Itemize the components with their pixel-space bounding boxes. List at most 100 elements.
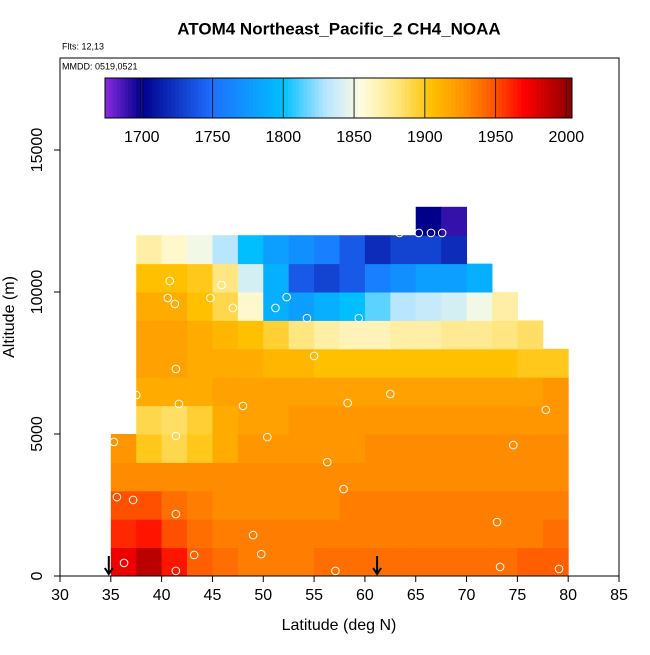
heatmap-cell xyxy=(339,434,366,463)
colorbar-swatch xyxy=(303,78,308,118)
colorbar-swatch xyxy=(159,78,164,118)
colorbar-swatch xyxy=(307,78,312,118)
colorbar-swatch xyxy=(272,78,277,118)
heatmap-cell xyxy=(237,263,264,293)
heatmap-cell xyxy=(212,263,239,293)
colorbar-swatch xyxy=(389,78,394,118)
heatmap-cell xyxy=(263,462,290,492)
heatmap-cell xyxy=(212,348,239,378)
heatmap-cell xyxy=(491,547,518,577)
heatmap-cell xyxy=(339,292,366,321)
heatmap-cell xyxy=(314,462,340,492)
colorbar-swatch xyxy=(494,78,499,118)
colorbar-swatch xyxy=(455,78,460,118)
colorbar-tick-label: 1800 xyxy=(266,129,302,146)
colorbar-swatch xyxy=(529,78,534,118)
heatmap-cell xyxy=(187,377,213,407)
colorbar-swatch xyxy=(357,78,363,118)
heatmap-cell xyxy=(314,235,340,265)
sample-point xyxy=(112,492,122,502)
colorbar-swatch xyxy=(350,78,355,118)
colorbar-swatch xyxy=(509,78,515,118)
sample-point xyxy=(217,280,226,290)
colorbar-swatch xyxy=(556,78,561,118)
heatmap-cell xyxy=(491,462,518,492)
heatmap-cell xyxy=(415,490,442,520)
heatmap-cell xyxy=(364,292,391,321)
heatmap-cell xyxy=(187,462,213,492)
heatmap-cell xyxy=(339,348,366,378)
colorbar-swatch xyxy=(540,78,546,118)
heatmap-cell xyxy=(517,519,544,549)
colorbar-swatch xyxy=(365,78,371,118)
heatmap-cell xyxy=(161,405,188,435)
x-tick-label: 40 xyxy=(153,587,171,604)
annotation: Flts: 12,13 xyxy=(62,41,104,51)
heatmap-cell xyxy=(339,519,366,549)
colorbar-swatch xyxy=(252,78,258,118)
heatmap-cell xyxy=(288,405,315,435)
heatmap-cell xyxy=(237,377,264,407)
colorbar-swatch xyxy=(478,78,483,118)
heatmap-cell xyxy=(187,348,213,378)
colorbar-swatch xyxy=(338,78,343,118)
colorbar-swatch xyxy=(116,78,122,118)
heatmap-cell xyxy=(136,348,163,378)
heatmap-cell xyxy=(339,490,366,520)
heatmap-cell xyxy=(415,263,442,293)
heatmap-cell xyxy=(517,434,544,463)
heatmap-cell xyxy=(542,490,569,520)
colorbar-swatch xyxy=(217,78,223,118)
heatmap-cell xyxy=(314,405,340,435)
heatmap-cell xyxy=(237,462,264,492)
colorbar-swatch xyxy=(443,78,448,118)
colorbar-swatch xyxy=(482,78,487,118)
heatmap-cell xyxy=(237,434,264,463)
heatmap-cell xyxy=(212,235,239,265)
heatmap-cell xyxy=(263,377,290,407)
colorbar-swatch xyxy=(147,78,153,118)
heatmap-cell xyxy=(441,320,468,350)
heatmap-cell xyxy=(415,519,442,549)
heatmap-cell xyxy=(237,292,264,321)
colorbar-swatch xyxy=(463,78,468,118)
heatmap-cell xyxy=(288,490,315,520)
heatmap-cell xyxy=(466,348,493,378)
sample-point xyxy=(386,389,395,399)
arrow-marker xyxy=(372,556,382,576)
heatmap-cell xyxy=(364,462,391,492)
heatmap-cell xyxy=(339,263,366,293)
colorbar-swatch xyxy=(198,78,203,118)
heatmap-cell xyxy=(491,519,518,549)
colorbar-swatch xyxy=(299,78,304,118)
heatmap-cell xyxy=(136,320,163,350)
x-tick-label: 80 xyxy=(559,587,577,604)
heatmap-cell xyxy=(415,292,442,321)
colorbar-swatch xyxy=(548,78,554,118)
x-tick-label: 60 xyxy=(356,587,374,604)
sample-point xyxy=(263,432,272,442)
colorbar-swatch xyxy=(342,78,347,118)
heatmap-cell xyxy=(161,519,188,549)
colorbar-tick-label: 1900 xyxy=(407,129,443,146)
colorbar-swatch xyxy=(178,78,184,118)
heatmap-cell xyxy=(161,320,188,350)
heatmap-cell xyxy=(390,405,417,435)
heatmap-cell xyxy=(237,490,264,520)
chart-title: ATOM4 Northeast_Pacific_2 CH4_NOAA xyxy=(177,19,500,38)
sample-point xyxy=(248,530,258,540)
colorbar-swatch xyxy=(264,78,269,118)
colorbar-swatch xyxy=(186,78,192,118)
sample-point xyxy=(189,550,199,560)
heatmap-cell xyxy=(390,434,417,463)
heatmap-cell xyxy=(542,547,569,577)
heatmap-cell xyxy=(441,377,468,407)
colorbar-swatch xyxy=(400,78,406,118)
heatmap-cell xyxy=(542,434,569,463)
heatmap-cell xyxy=(136,434,163,463)
heatmap-cell xyxy=(542,348,569,378)
colorbar-swatch xyxy=(105,78,110,118)
y-tick-label: 10000 xyxy=(29,270,46,315)
heatmap-cell xyxy=(136,490,163,520)
heatmap-cell xyxy=(364,434,391,463)
